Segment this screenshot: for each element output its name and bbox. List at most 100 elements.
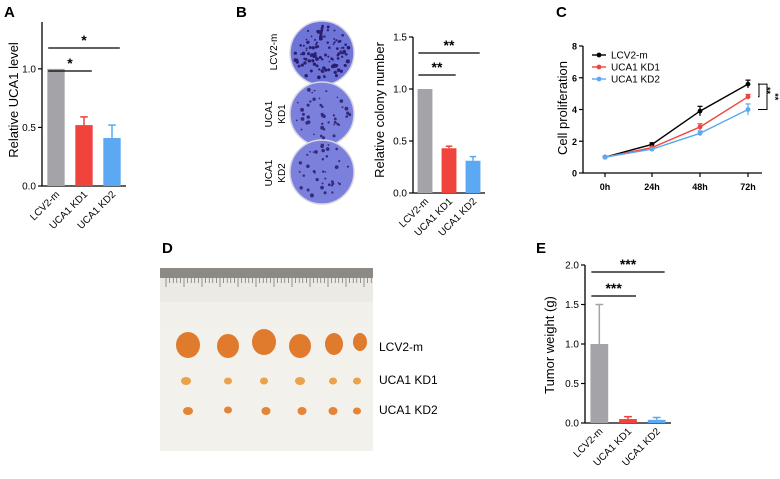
colony bbox=[300, 107, 305, 112]
dish-label-lcv2m: LCV2-m bbox=[269, 34, 280, 71]
colony bbox=[306, 188, 310, 192]
data-point bbox=[745, 81, 751, 87]
tumor-kd1 bbox=[224, 377, 232, 385]
colony bbox=[324, 69, 326, 72]
data-point bbox=[745, 107, 751, 112]
colony bbox=[312, 97, 316, 101]
colony bbox=[344, 43, 347, 46]
colony bbox=[312, 62, 317, 66]
colony bbox=[305, 47, 308, 50]
panel-c-ylabel: Cell proliferation bbox=[555, 61, 570, 155]
colony bbox=[321, 182, 324, 185]
colony bbox=[334, 165, 339, 170]
colony bbox=[316, 29, 321, 34]
panel-a-letter: A bbox=[4, 4, 15, 21]
colony bbox=[346, 165, 350, 168]
tumor-kd1 bbox=[353, 377, 361, 385]
colony bbox=[340, 47, 343, 49]
bar bbox=[465, 160, 481, 193]
colony bbox=[340, 51, 343, 55]
colony bbox=[319, 103, 323, 107]
colony bbox=[337, 52, 341, 56]
colony bbox=[330, 184, 334, 187]
x-tick-label: 24h bbox=[644, 182, 660, 192]
colony bbox=[333, 117, 337, 121]
colony bbox=[320, 143, 324, 148]
colony bbox=[331, 191, 334, 194]
colony bbox=[335, 63, 339, 67]
y-tick-label: 0.5 bbox=[565, 379, 579, 390]
colony bbox=[328, 46, 331, 49]
colony bbox=[309, 69, 313, 73]
colony bbox=[344, 52, 348, 56]
colony bbox=[344, 106, 349, 111]
colony bbox=[343, 50, 346, 53]
colony bbox=[315, 64, 319, 68]
colony bbox=[328, 60, 331, 63]
colony bbox=[319, 134, 323, 138]
colony bbox=[302, 44, 305, 47]
colony bbox=[323, 75, 326, 79]
colony bbox=[312, 53, 317, 58]
colony bbox=[305, 38, 308, 41]
panel-e-ylabel: Tumor weight (g) bbox=[542, 296, 557, 394]
tumor-kd2 bbox=[261, 407, 271, 415]
tumor-lcv2m bbox=[217, 334, 239, 358]
colony bbox=[301, 51, 306, 56]
colony bbox=[324, 171, 327, 173]
colony bbox=[321, 148, 325, 153]
colony bbox=[318, 34, 323, 39]
colony bbox=[310, 35, 313, 38]
colony bbox=[321, 122, 324, 125]
y-tick-label: 0.5 bbox=[393, 137, 407, 148]
significance-bracket bbox=[758, 83, 760, 98]
colony bbox=[321, 136, 326, 140]
tumor-kd1 bbox=[181, 377, 191, 385]
colony bbox=[315, 43, 318, 46]
colony-dish-kd2 bbox=[289, 139, 355, 205]
colony bbox=[321, 170, 325, 173]
legend-marker bbox=[596, 76, 602, 82]
y-tick-label: 8 bbox=[572, 42, 577, 52]
colony bbox=[307, 88, 311, 92]
tumor-kd2 bbox=[183, 407, 193, 415]
colony bbox=[299, 186, 303, 190]
significance-label: *** bbox=[605, 280, 622, 296]
colony bbox=[327, 143, 330, 146]
colony bbox=[315, 57, 319, 61]
colony bbox=[298, 161, 302, 165]
colony bbox=[304, 57, 308, 61]
colony bbox=[345, 59, 350, 64]
significance-label: ** bbox=[432, 59, 443, 75]
tumor-row-label-kd1: UCA1 KD1 bbox=[379, 373, 438, 387]
colony bbox=[341, 33, 344, 37]
colony bbox=[346, 45, 351, 50]
colony bbox=[315, 41, 318, 44]
colony bbox=[305, 121, 309, 125]
colony-dots bbox=[293, 24, 352, 198]
colony bbox=[338, 182, 341, 186]
y-tick-label: 1.5 bbox=[393, 33, 407, 44]
colony bbox=[306, 29, 310, 33]
colony bbox=[326, 41, 329, 44]
colony bbox=[295, 60, 299, 64]
panel-b-letter: B bbox=[236, 4, 247, 21]
colony bbox=[333, 38, 336, 40]
colony bbox=[325, 155, 329, 158]
tumor-lcv2m bbox=[289, 334, 311, 358]
colony bbox=[318, 56, 321, 58]
colony bbox=[320, 125, 325, 130]
colony bbox=[322, 114, 326, 119]
legend-label: LCV2-m bbox=[611, 51, 648, 62]
colony bbox=[318, 97, 321, 100]
panel-c: C Cell proliferation 0 2 4 6 8 0h 24h 48h 72h LCV… bbox=[555, 4, 780, 192]
colony bbox=[307, 52, 311, 56]
colony bbox=[309, 193, 314, 198]
tumor-row-label-lcv2m: LCV2-m bbox=[379, 340, 423, 354]
colony bbox=[309, 150, 311, 153]
colony bbox=[313, 171, 316, 174]
colony bbox=[293, 51, 297, 55]
